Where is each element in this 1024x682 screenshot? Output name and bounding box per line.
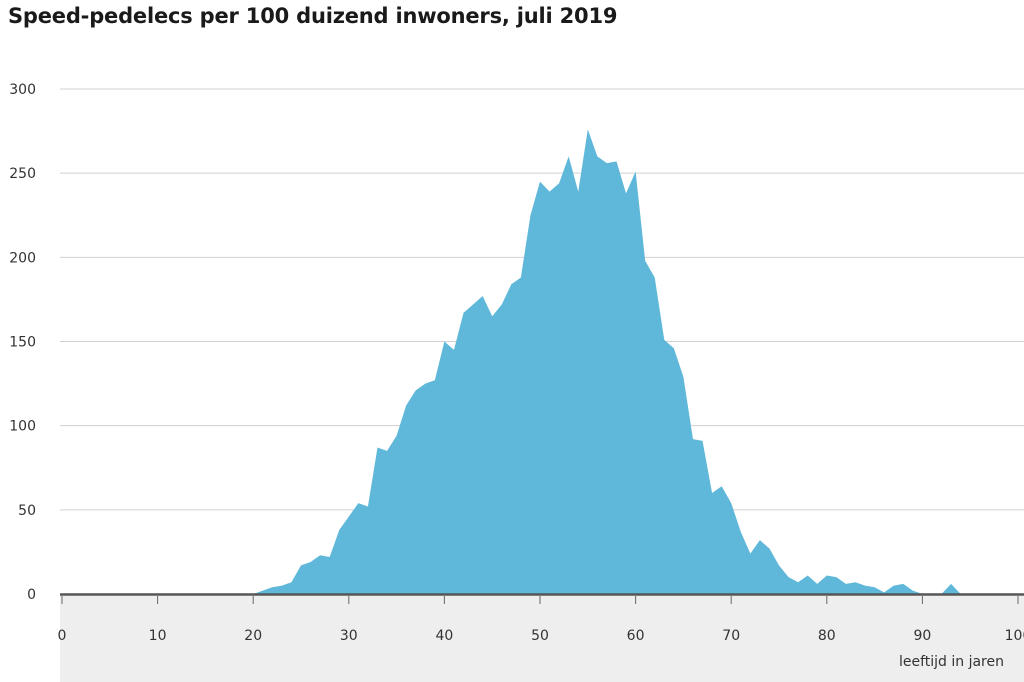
x-axis-label: leeftijd in jaren — [899, 654, 1004, 670]
x-axis-band — [60, 596, 1024, 682]
x-tick-label-100: 100 — [1005, 628, 1024, 644]
x-tick-label-60: 60 — [627, 628, 645, 644]
x-tick-label-10: 10 — [149, 628, 167, 644]
x-tick-label-40: 40 — [435, 628, 453, 644]
x-tick-label-80: 80 — [818, 628, 836, 644]
y-tick-label-0: 0 — [27, 587, 36, 603]
x-tick-label-70: 70 — [722, 628, 740, 644]
y-tick-label-100: 100 — [9, 419, 36, 435]
chart-title: Speed-pedelecs per 100 duizend inwoners,… — [8, 4, 618, 28]
x-tick-label-0: 0 — [58, 628, 67, 644]
y-tick-label-150: 150 — [9, 335, 36, 351]
y-tick-label-200: 200 — [9, 250, 36, 266]
area-series — [62, 129, 1018, 594]
x-tick-label-30: 30 — [340, 628, 358, 644]
x-tick-label-90: 90 — [913, 628, 931, 644]
x-tick-label-20: 20 — [244, 628, 262, 644]
y-tick-label-300: 300 — [9, 82, 36, 98]
y-tick-label-250: 250 — [9, 166, 36, 182]
y-tick-label-50: 50 — [18, 503, 36, 519]
x-tick-label-50: 50 — [531, 628, 549, 644]
